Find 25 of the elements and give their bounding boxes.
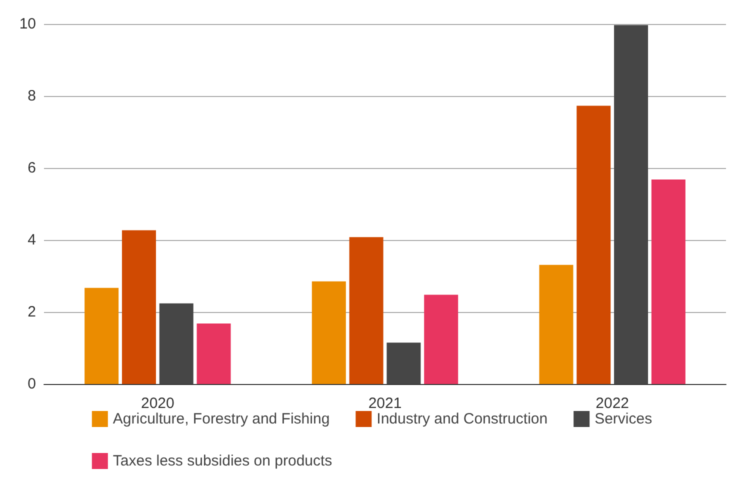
x-tick-label: 2022	[596, 395, 630, 412]
y-tick-label: 8	[28, 88, 36, 104]
y-tick-label: 6	[28, 160, 36, 176]
bar	[159, 303, 194, 384]
y-tick-label: 10	[19, 16, 36, 32]
bar	[312, 281, 346, 384]
x-tick-label: 2021	[368, 395, 402, 412]
bar	[576, 106, 611, 384]
bar	[196, 324, 231, 384]
bar	[122, 230, 156, 384]
legend-label: Industry and Construction	[376, 410, 548, 428]
bar	[349, 237, 384, 384]
bar	[651, 180, 686, 384]
bar	[424, 294, 458, 384]
y-tick-label: 4	[28, 232, 36, 248]
y-tick-label: 0	[28, 376, 36, 392]
y-tick-label: 2	[28, 304, 36, 320]
legend-label: Services	[594, 410, 652, 428]
bar	[614, 25, 648, 384]
bar	[386, 342, 421, 384]
bar	[84, 288, 119, 384]
bar	[539, 264, 574, 384]
legend-label: Agriculture, Forestry and Fishing	[112, 410, 330, 428]
x-tick-label: 2020	[140, 395, 174, 412]
legend-label: Taxes less subsidies on products	[112, 452, 332, 470]
